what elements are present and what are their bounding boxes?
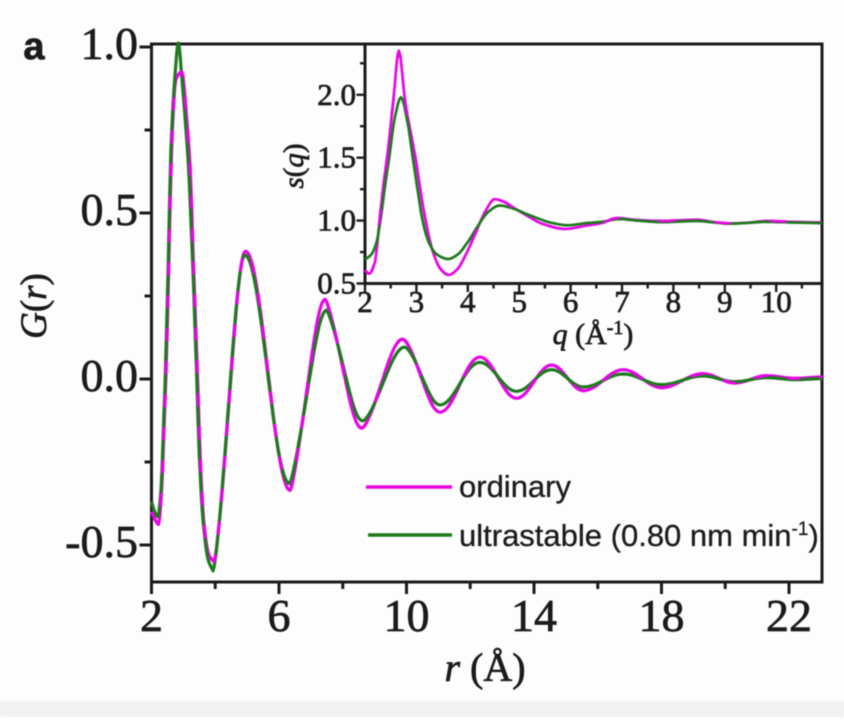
svg-text:0.5: 0.5 [81, 184, 139, 235]
svg-text:7: 7 [614, 284, 630, 319]
svg-text:G(r): G(r) [14, 273, 55, 339]
svg-text:6: 6 [563, 284, 579, 319]
svg-text:4: 4 [460, 284, 476, 319]
svg-text:22: 22 [766, 590, 812, 641]
svg-text:6: 6 [268, 590, 291, 641]
svg-text:2: 2 [140, 590, 163, 641]
svg-text:14: 14 [511, 590, 557, 641]
svg-text:0.5: 0.5 [317, 266, 356, 301]
svg-text:5: 5 [511, 284, 527, 319]
svg-text:18: 18 [639, 590, 685, 641]
svg-text:1.5: 1.5 [317, 140, 356, 175]
svg-text:10: 10 [761, 284, 792, 319]
svg-text:3: 3 [409, 284, 425, 319]
svg-text:s(q): s(q) [278, 143, 310, 188]
svg-text:2.0: 2.0 [317, 77, 356, 112]
svg-text:ordinary: ordinary [459, 469, 571, 504]
svg-text:1.0: 1.0 [81, 18, 139, 69]
svg-text:a: a [23, 26, 45, 68]
svg-text:2: 2 [357, 284, 373, 319]
svg-text:-0.5: -0.5 [65, 516, 138, 567]
svg-text:1.0: 1.0 [317, 203, 356, 238]
svg-text:8: 8 [666, 284, 682, 319]
svg-text:9: 9 [717, 284, 733, 319]
svg-text:ultrastable (0.80 nm min-1): ultrastable (0.80 nm min-1) [459, 518, 819, 553]
svg-text:r (Å): r (Å) [444, 645, 525, 690]
svg-text:0.0: 0.0 [81, 350, 139, 401]
svg-text:10: 10 [384, 590, 430, 641]
